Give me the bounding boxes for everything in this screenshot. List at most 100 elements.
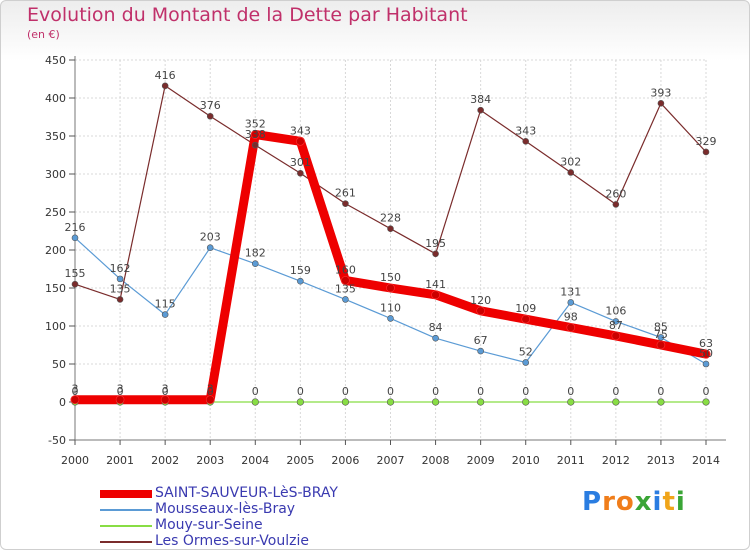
data-label: 75 bbox=[654, 328, 668, 341]
data-label: 260 bbox=[605, 187, 626, 200]
data-label: 85 bbox=[654, 320, 668, 333]
x-tick-label: 2005 bbox=[286, 454, 314, 467]
series-point bbox=[116, 275, 124, 283]
x-tick-label: 2012 bbox=[602, 454, 630, 467]
y-axis-ticks: -50 0 50 100 150 200 250 300 350 400 450 bbox=[45, 54, 75, 447]
y-tick-label: -50 bbox=[48, 434, 66, 447]
data-label: 160 bbox=[335, 263, 356, 276]
series-point bbox=[115, 395, 125, 405]
data-label: 106 bbox=[605, 304, 626, 317]
y-tick-label: 0 bbox=[59, 396, 66, 409]
y-tick-label: 200 bbox=[45, 244, 66, 257]
data-label: 338 bbox=[245, 128, 266, 141]
data-label: 228 bbox=[380, 212, 401, 225]
x-tick-label: 2006 bbox=[331, 454, 359, 467]
data-label: 3 bbox=[72, 383, 79, 396]
data-label: 302 bbox=[560, 155, 581, 168]
x-tick-label: 2009 bbox=[467, 454, 495, 467]
series-point bbox=[341, 398, 350, 406]
data-label: 0 bbox=[207, 385, 214, 398]
data-label: 0 bbox=[297, 385, 304, 398]
series-point bbox=[297, 169, 304, 177]
series-point bbox=[432, 250, 439, 258]
series-point bbox=[71, 280, 79, 288]
series-point bbox=[387, 225, 394, 233]
x-tick-label: 2013 bbox=[647, 454, 675, 467]
y-tick-label: 400 bbox=[45, 92, 66, 105]
series-point bbox=[476, 306, 485, 316]
series-point bbox=[522, 138, 530, 145]
logo-letter: r bbox=[602, 487, 616, 517]
logo-letter: i bbox=[652, 487, 663, 517]
logo-letter: x bbox=[634, 487, 653, 517]
legend-swatch bbox=[100, 490, 152, 498]
legend-label: SAINT-SAUVEUR-LèS-BRAY bbox=[155, 485, 338, 501]
data-label: 141 bbox=[425, 278, 446, 291]
series-point bbox=[160, 395, 170, 405]
series-point bbox=[702, 148, 710, 156]
data-label: 120 bbox=[470, 294, 491, 307]
series-point bbox=[612, 398, 620, 406]
data-label: 203 bbox=[200, 231, 221, 244]
data-label: 0 bbox=[72, 385, 79, 398]
legend: SAINT-SAUVEUR-LèS-BRAY Mousseaux-lès-Bray… bbox=[100, 485, 420, 550]
proxiti-logo: Proxiti bbox=[582, 487, 686, 517]
series-point bbox=[522, 359, 530, 366]
series-point bbox=[71, 234, 79, 242]
data-label: 416 bbox=[155, 69, 176, 82]
series-point bbox=[521, 314, 531, 324]
data-label: 0 bbox=[567, 385, 574, 398]
data-label: 110 bbox=[380, 301, 401, 314]
series-point bbox=[251, 260, 259, 267]
series-point bbox=[116, 296, 124, 303]
series-point bbox=[161, 311, 169, 318]
data-label: 135 bbox=[110, 282, 131, 295]
data-label: 0 bbox=[432, 385, 439, 398]
logo-letter: i bbox=[675, 487, 686, 517]
data-label: 162 bbox=[110, 262, 131, 275]
data-labels: 0 0 0 0 0 0 0 0 0 0 0 0 0 0 0 216 162 115 203 182 159 135 110 8… bbox=[65, 69, 717, 398]
series-point bbox=[251, 398, 259, 406]
data-label: 0 bbox=[703, 385, 710, 398]
data-label: 0 bbox=[252, 385, 259, 398]
series-point bbox=[612, 201, 620, 208]
legend-item: SAINT-SAUVEUR-LèS-BRAY bbox=[100, 485, 420, 502]
series-point bbox=[250, 130, 260, 139]
data-label: 0 bbox=[387, 385, 394, 398]
grid bbox=[74, 59, 707, 441]
x-tick-label: 2004 bbox=[241, 454, 269, 467]
data-label: 343 bbox=[515, 124, 536, 137]
series-point bbox=[567, 169, 575, 176]
data-label: 352 bbox=[245, 117, 266, 130]
data-label: 3 bbox=[117, 383, 124, 396]
data-label: 343 bbox=[290, 124, 311, 137]
data-label: 98 bbox=[564, 311, 578, 324]
data-label: 329 bbox=[696, 135, 717, 148]
x-tick-label: 2003 bbox=[196, 454, 224, 467]
legend-swatch bbox=[100, 525, 152, 527]
series-point bbox=[701, 349, 711, 359]
axes bbox=[74, 56, 726, 441]
series-point bbox=[657, 100, 665, 107]
y-tick-label: 450 bbox=[45, 54, 66, 67]
x-tick-label: 2008 bbox=[422, 454, 450, 467]
series-point bbox=[70, 395, 80, 405]
series-point bbox=[612, 318, 620, 325]
x-tick-label: 2010 bbox=[512, 454, 540, 467]
series-point bbox=[611, 331, 621, 341]
legend-label: Mouy-sur-Seine bbox=[155, 517, 263, 533]
series-point bbox=[432, 334, 439, 342]
data-label: 182 bbox=[245, 247, 266, 260]
data-label: 135 bbox=[335, 282, 356, 295]
logo-letter: P bbox=[582, 487, 603, 517]
data-label: 109 bbox=[515, 302, 536, 315]
x-tick-label: 2001 bbox=[106, 454, 134, 467]
data-label: 393 bbox=[650, 86, 671, 99]
x-tick-label: 2011 bbox=[557, 454, 585, 467]
series-points bbox=[70, 82, 711, 406]
series-point bbox=[477, 347, 484, 355]
legend-swatch bbox=[100, 509, 152, 511]
series-point bbox=[702, 398, 710, 406]
series-point bbox=[431, 398, 440, 406]
series-point bbox=[567, 398, 575, 406]
